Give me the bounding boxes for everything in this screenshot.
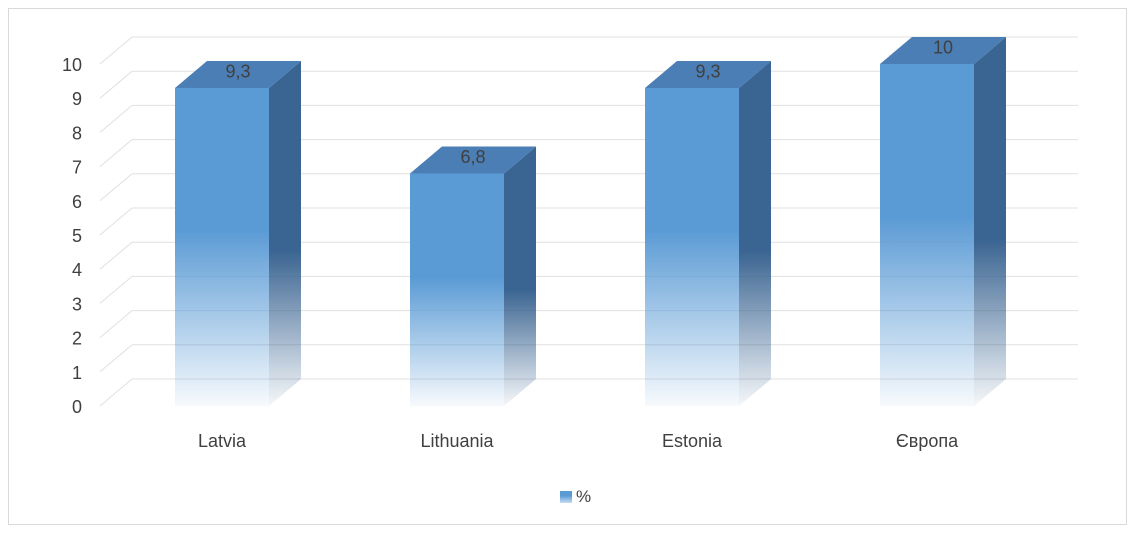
bar: 10 [880,37,1006,406]
bar-side [504,146,536,406]
x-tick-label: Lithuania [420,431,494,451]
bar-side [739,60,771,406]
grid-line-diag [99,207,133,236]
bar-front [880,64,974,406]
bar-top [410,146,536,174]
bar-front [175,87,269,406]
data-label: 10 [933,38,953,58]
x-tick-label: Estonia [662,431,723,451]
bar: 6,8 [410,146,536,406]
bar-side [269,60,301,406]
y-tick-label: 2 [72,329,82,349]
data-label: 9,3 [695,61,720,81]
x-axis: Latvia Lithuania Estonia Європа [198,431,959,451]
grid-line-diag [99,70,133,99]
grid-line-diag [99,36,133,65]
y-tick-label: 0 [72,397,82,417]
grid-line-diag [99,310,133,338]
y-tick-label: 7 [72,158,82,178]
y-axis: 0 1 2 3 4 5 6 7 8 9 10 [62,55,82,417]
y-tick-label: 3 [72,294,82,314]
grid-line-diag [99,276,133,304]
y-tick-label: 9 [72,89,82,109]
y-tick-label: 5 [72,226,82,246]
y-tick-label: 4 [72,260,82,280]
data-label: 9,3 [225,61,250,81]
grid-line-diag [99,105,133,133]
bar-top [880,37,1006,64]
y-tick-label: 1 [72,363,82,383]
grid-line-diag [99,139,133,167]
bar-side [974,37,1006,406]
y-tick-label: 6 [72,192,82,212]
bar: 9,3 [645,60,771,406]
bar-front [410,173,504,406]
grid-line-diag [99,378,133,407]
bars: 9,3 6,8 9,3 10 [175,37,1006,406]
x-tick-label: Європа [896,431,959,451]
data-label: 6,8 [460,147,485,167]
y-tick-label: 10 [62,55,82,75]
bar-top [175,60,301,88]
bar-front [645,87,739,406]
bar: 9,3 [175,60,301,406]
grid-line-diag [99,344,133,373]
legend-swatch [560,491,572,503]
legend-label: % [576,487,592,506]
grid-line-diag [99,173,133,202]
bar-top [645,60,771,88]
grid-line-diag [99,241,133,270]
legend: % [560,487,591,507]
y-tick-label: 8 [72,123,82,143]
x-tick-label: Latvia [198,431,247,451]
